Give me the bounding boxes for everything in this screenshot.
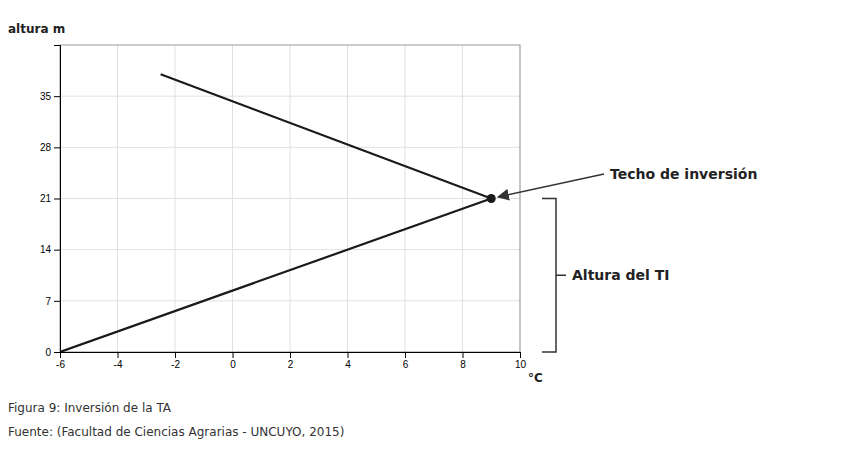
y-tick: 14 [40,244,60,255]
y-tick: 0 [45,347,60,358]
y-axis-label: altura m [8,22,65,36]
x-tick-label: -6 [56,359,65,370]
x-axis-label: °C [528,371,543,385]
y-tick-mark [54,301,60,302]
x-tick: 2 [288,352,294,370]
x-tick-mark [405,352,406,358]
y-tick: 28 [40,142,60,153]
x-tick-label: -4 [114,359,123,370]
x-tick-label: 2 [288,359,294,370]
grid-line-y [60,96,520,97]
plot-frame [60,45,520,352]
x-tick: -6 [56,352,65,370]
x-axis: -6 -4 -2 0 2 4 6 8 10 [56,352,526,370]
x-tick-mark [520,352,521,358]
x-tick-mark [118,352,119,358]
grid-line-y [60,198,520,199]
x-tick: 8 [460,352,466,370]
x-tick: 10 [515,352,527,370]
annotation-brace [542,199,566,353]
y-tick-label: 35 [40,91,52,102]
annotation-arrow [498,174,604,197]
x-tick: 0 [230,352,236,370]
x-tick-label: 4 [345,359,351,370]
x-tick-label: 8 [460,359,466,370]
x-tick-mark [233,352,234,358]
y-tick-label: 21 [40,193,52,204]
x-tick-mark [463,352,464,358]
marks [60,74,496,352]
x-tick: 6 [403,352,409,370]
x-tick-mark [290,352,291,358]
y-tick-label: 28 [40,142,52,153]
x-tick-mark [175,352,176,358]
y-tick-mark [54,199,60,200]
grid-line-y [60,249,520,250]
y-tick-mark [54,147,60,148]
y-tick-label: 0 [45,347,51,358]
x-tick: 4 [345,352,351,370]
plot: -6 -4 -2 0 2 4 6 8 10 0 7 14 21 28 35 altura m °C Techo d… [8,22,757,385]
x-tick-mark [348,352,349,358]
y-tick: 35 [40,91,60,102]
y-tick-mark [54,352,60,353]
line [60,199,491,353]
x-tick-label: 0 [230,359,236,370]
annotation: Techo de inversión [610,166,757,182]
y-axis-line [54,46,61,353]
x-tick-label: 10 [515,359,527,370]
y-tick-label: 14 [40,244,52,255]
chart: -6 -4 -2 0 2 4 6 8 10 0 7 14 21 28 35 altura m °C Techo d… [0,0,864,462]
y-tick: 21 [40,193,60,204]
y-tick: 7 [45,296,60,307]
x-tick: -4 [114,352,123,370]
caption: Figura 9: Inversión de la TA [8,401,172,415]
x-axis-line [61,353,521,359]
annotation: Altura del TI [572,267,669,283]
x-tick: -2 [171,352,180,370]
grid-line-y [60,300,520,301]
line [161,74,492,198]
point [487,194,496,203]
x-tick-label: 6 [403,359,409,370]
y-tick-mark [54,250,60,251]
y-axis: 0 7 14 21 28 35 [40,46,61,358]
grid [60,45,520,352]
grid-line-y [60,147,520,148]
y-tick-mark [54,96,60,97]
y-tick-label: 7 [45,296,51,307]
x-tick-label: -2 [171,359,180,370]
caption: Fuente: (Facultad de Ciencias Agrarias -… [8,425,344,439]
